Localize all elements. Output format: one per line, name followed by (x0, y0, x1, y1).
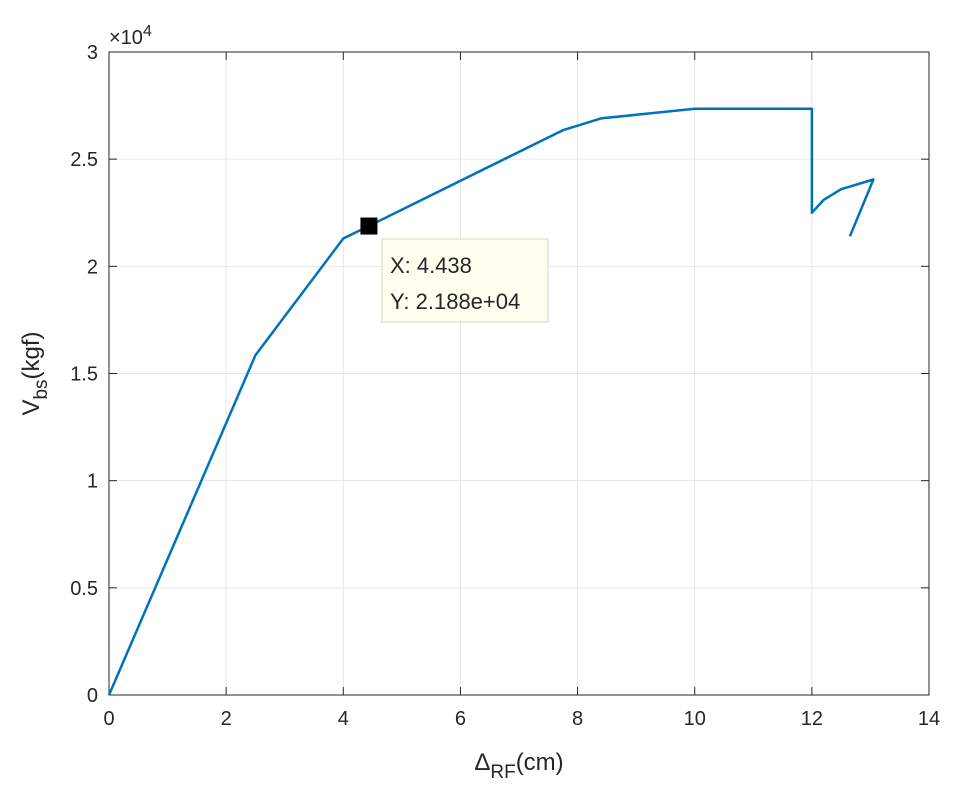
y-tick-label: 1 (87, 471, 98, 493)
x-axis-label: ΔRF(cm) (474, 749, 563, 783)
x-tick-label: 10 (684, 708, 706, 730)
x-label-subscript: RF (490, 762, 515, 783)
y-tick-label: 2.5 (70, 149, 98, 171)
datatip-box[interactable]: X: 4.438 Y: 2.188e+04 (381, 238, 549, 323)
datatip-marker[interactable] (360, 217, 378, 235)
x-tick-label: 2 (221, 708, 232, 730)
axis-ticks (108, 51, 930, 696)
y-axis-label: Vbs(kgf) (18, 331, 52, 415)
x-tick-label: 0 (103, 708, 114, 730)
x-tick-label: 14 (918, 708, 940, 730)
y-label-main: V (18, 400, 45, 416)
x-tick-label: 6 (455, 708, 466, 730)
y-tick-label: 1.5 (70, 364, 98, 386)
y-exponent-power: 4 (143, 23, 152, 40)
y-tick-label: 3 (87, 42, 98, 64)
series-line[interactable] (107, 107, 875, 696)
x-tick-label: 8 (572, 708, 583, 730)
y-label-unit: (kgf) (18, 331, 45, 379)
datatip-background (381, 238, 549, 323)
y-exponent-base: ×10 (109, 27, 143, 49)
x-tick-label: 4 (338, 708, 349, 730)
datatip-y-text: Y: 2.188e+04 (390, 289, 520, 314)
tick-labels: 0 2 4 6 8 10 12 14 0 0.5 1 1.5 2 2.5 3 (70, 42, 940, 730)
y-tick-label: 2 (87, 256, 98, 278)
y-label-subscript: bs (31, 379, 52, 399)
y-axis-exponent: ×104 (109, 23, 152, 49)
datatip-x-text: X: 4.438 (390, 253, 472, 278)
x-label-main: Δ (474, 749, 490, 776)
y-tick-label: 0.5 (70, 578, 98, 600)
x-tick-label: 12 (801, 708, 823, 730)
x-label-unit: (cm) (516, 749, 564, 776)
y-tick-label: 0 (87, 685, 98, 707)
series-group (107, 107, 875, 696)
